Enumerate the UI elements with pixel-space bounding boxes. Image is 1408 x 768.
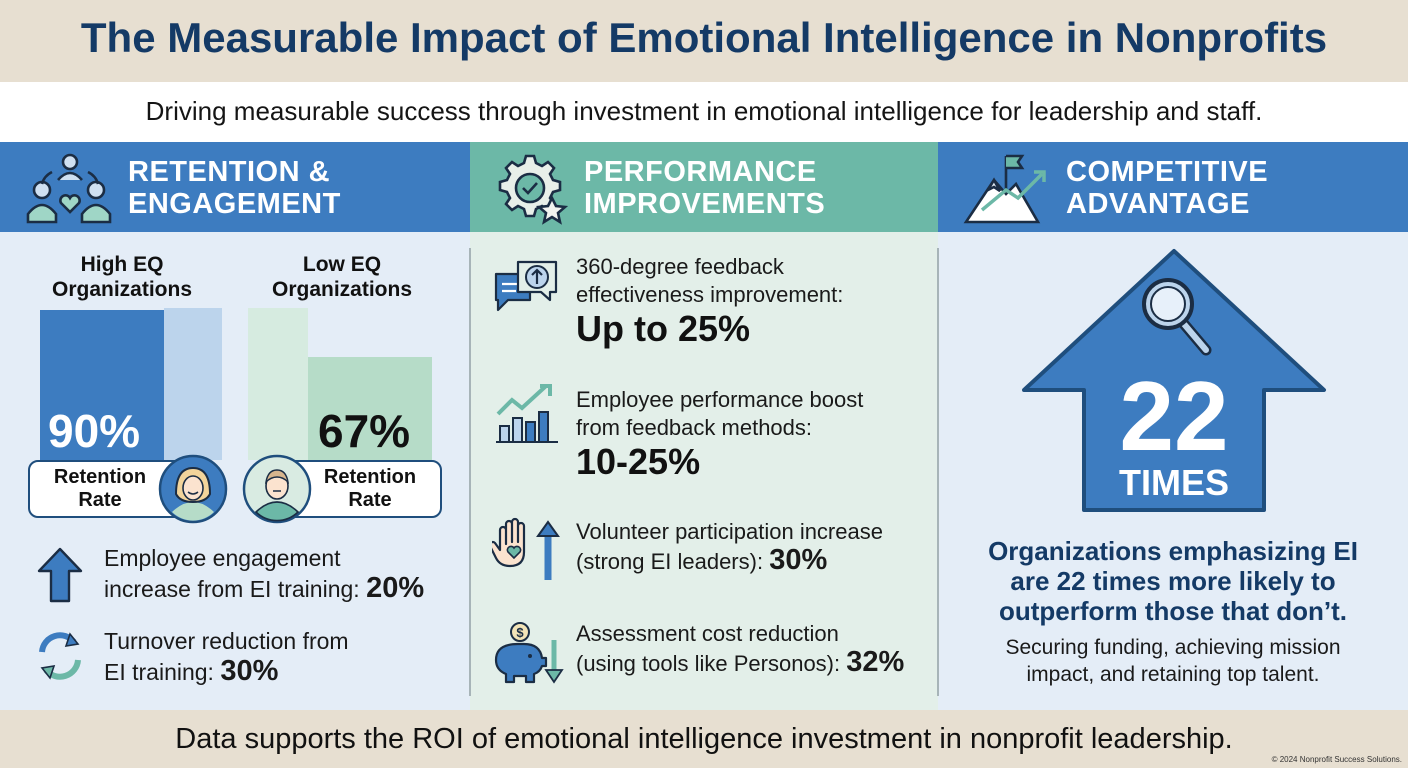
footer-band xyxy=(0,710,1408,768)
low-eq-bar-background xyxy=(248,308,308,460)
page-subtitle: Driving measurable success through inves… xyxy=(145,96,1263,126)
copyright-text: © 2024 Nonprofit Success Solutions. xyxy=(1271,755,1402,764)
perf-item-label-line2: effectiveness improvement: xyxy=(576,282,844,307)
low-eq-value: 67% xyxy=(318,405,411,457)
perf-item-value: 32% xyxy=(846,646,905,678)
pill-label-line1: Retention xyxy=(323,466,417,488)
high-eq-label: High EQ Organizations xyxy=(28,252,216,302)
gear-check-star-icon xyxy=(498,154,569,225)
high-eq-label-line2: Organizations xyxy=(51,278,193,301)
competitive-multiplier-unit: TIMES xyxy=(1118,462,1229,503)
low-eq-label-line1: Low EQ xyxy=(302,253,382,276)
pill-label-line2: Rate xyxy=(78,489,122,511)
page-title: The Measurable Impact of Emotional Intel… xyxy=(80,14,1328,61)
svg-text:$: $ xyxy=(516,625,524,640)
advantage-title-line2: ADVANTAGE xyxy=(1066,188,1250,220)
low-eq-pill-label: Retention Rate xyxy=(300,466,440,512)
column-divider xyxy=(469,248,471,696)
column-divider xyxy=(937,248,939,696)
refresh-cycle-icon xyxy=(39,632,81,680)
performance-title-line2: IMPROVEMENTS xyxy=(584,188,826,220)
bar-chart-growth-icon xyxy=(496,384,558,443)
advantage-statement-line2: are 22 times more likely to xyxy=(1010,566,1336,596)
low-eq-label: Low EQ Organizations xyxy=(248,252,436,302)
advantage-statement-line3: outperform those that don’t. xyxy=(998,596,1348,626)
turnover-stat-value: 30% xyxy=(220,655,279,687)
advantage-statement: Organizations emphasizing EI are 22 time… xyxy=(944,536,1402,626)
footer-text: Data supports the ROI of emotional intel… xyxy=(175,723,1233,755)
title-band xyxy=(0,0,1408,82)
low-eq-label-line2: Organizations xyxy=(271,278,413,301)
perf-item-volunteer: Volunteer participation increase (strong… xyxy=(576,518,926,576)
magnifying-glass-icon xyxy=(1142,278,1212,356)
performance-panel xyxy=(470,232,938,710)
up-arrow-icon xyxy=(37,547,83,603)
perf-item-label-line1: Assessment cost reduction xyxy=(576,621,839,646)
house-arrow-shape xyxy=(1022,249,1326,512)
hand-heart-icon xyxy=(492,517,560,580)
perf-item-label-line1: Volunteer participation increase xyxy=(576,519,883,544)
engagement-stat-line2: increase from EI training: xyxy=(104,576,360,602)
high-eq-value: 90% xyxy=(48,405,141,457)
competitive-multiplier-number: 22 xyxy=(1119,361,1229,471)
engagement-stat: Employee engagement increase from EI tra… xyxy=(104,543,454,604)
perf-item-assessment: Assessment cost reduction (using tools l… xyxy=(576,620,936,678)
high-eq-bar xyxy=(40,310,164,460)
perf-item-label-line2: from feedback methods: xyxy=(576,415,813,440)
perf-item-label-line2: (strong EI leaders): xyxy=(576,549,764,574)
advantage-detail-line1: Securing funding, achieving mission xyxy=(1005,636,1341,659)
pill-label-line1: Retention xyxy=(53,466,147,488)
turnover-stat: Turnover reduction from EI training: 30% xyxy=(104,626,454,687)
high-eq-bar-background xyxy=(164,308,222,460)
performance-title-line1: PERFORMANCE xyxy=(584,156,817,188)
retention-title-line2: ENGAGEMENT xyxy=(128,188,341,220)
low-eq-bar xyxy=(308,357,432,460)
perf-item-label-line1: 360-degree feedback xyxy=(576,254,784,279)
mountain-flag-icon xyxy=(963,154,1046,224)
speech-bubble-arrow-icon xyxy=(494,260,558,312)
male-avatar-icon xyxy=(242,454,312,524)
piggy-bank-icon: $ xyxy=(494,622,564,684)
advantage-statement-line1: Organizations emphasizing EI xyxy=(988,536,1358,566)
pill-label-line2: Rate xyxy=(348,489,392,511)
turnover-stat-line2: EI training: xyxy=(104,659,214,685)
engagement-stat-line1: Employee engagement xyxy=(104,545,341,571)
perf-item-value: 30% xyxy=(769,544,828,576)
perf-item-feedback: 360-degree feedback effectiveness improv… xyxy=(576,253,926,349)
people-heart-icon xyxy=(26,153,112,224)
high-eq-label-line1: High EQ xyxy=(80,253,164,276)
advantage-header: COMPETITIVE ADVANTAGE xyxy=(938,142,1408,232)
high-eq-pill-label: Retention Rate xyxy=(28,466,172,512)
retention-title-line1: RETENTION & xyxy=(128,156,331,188)
performance-header: PERFORMANCE IMPROVEMENTS xyxy=(470,142,938,232)
advantage-title-line1: COMPETITIVE xyxy=(1066,156,1269,188)
perf-item-value: Up to 25% xyxy=(576,308,751,349)
perf-item-boost: Employee performance boost from feedback… xyxy=(576,386,926,482)
female-avatar-icon xyxy=(158,454,228,524)
advantage-detail-line2: impact, and retaining top talent. xyxy=(1026,663,1320,686)
engagement-stat-value: 20% xyxy=(366,572,425,604)
advantage-detail: Securing funding, achieving mission impa… xyxy=(944,634,1402,688)
turnover-stat-line1: Turnover reduction from xyxy=(104,628,349,654)
perf-item-value: 10-25% xyxy=(576,441,701,482)
perf-item-label-line2: (using tools like Personos): xyxy=(576,651,841,676)
perf-item-label-line1: Employee performance boost xyxy=(576,387,864,412)
retention-header: RETENTION & ENGAGEMENT xyxy=(0,142,470,232)
